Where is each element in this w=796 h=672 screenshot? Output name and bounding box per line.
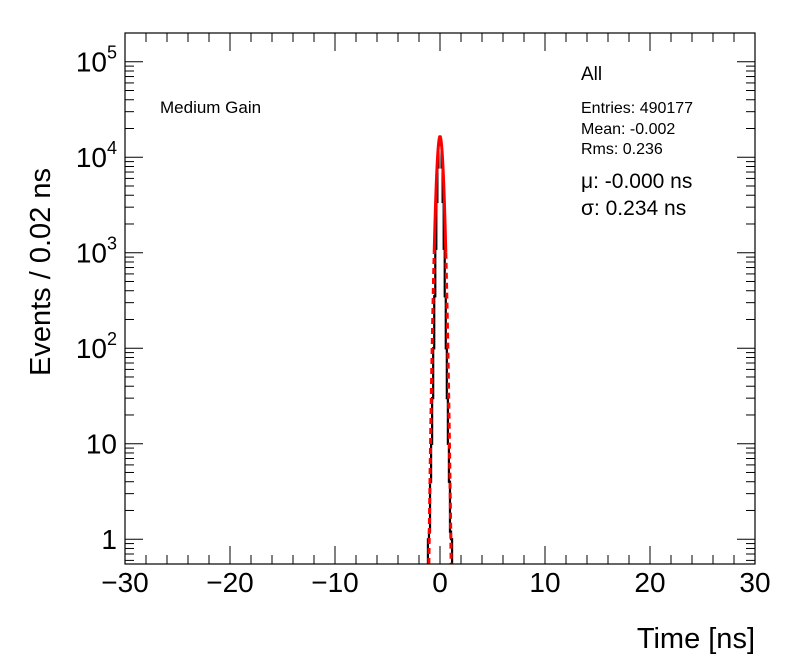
- gain-label: Medium Gain: [160, 98, 261, 117]
- x-tick-label: 20: [634, 567, 665, 598]
- gaussian-fit-curve: [432, 135, 448, 253]
- gaussian-fit-tail-right: [444, 252, 453, 565]
- y-tick-label-base: 10: [76, 333, 107, 364]
- axis-ticks: [124, 32, 756, 564]
- stats-rms: Rms: 0.236: [581, 141, 663, 158]
- y-axis-label: Events / 0.02 ns: [25, 168, 57, 376]
- x-tick-label: 10: [529, 567, 560, 598]
- y-tick-label-base: 10: [76, 47, 107, 78]
- y-tick-label-exponent: 3: [107, 234, 117, 254]
- y-tick-label-exponent: 5: [107, 43, 117, 63]
- fit-mean-label: μ: -0.000 ns: [581, 170, 692, 193]
- plot-data: [426, 135, 454, 565]
- y-tick-label-exponent: 2: [107, 329, 117, 349]
- x-tick-label: −20: [206, 567, 254, 598]
- y-tick-label: 103: [76, 234, 117, 269]
- y-tick-label: 1: [101, 524, 117, 555]
- plot-frame: [124, 32, 756, 565]
- y-tick-label: 10: [86, 429, 117, 460]
- stats-entries: Entries: 490177: [581, 100, 693, 117]
- stats-mean: Mean: -0.002: [581, 121, 675, 138]
- x-axis-label: Time [ns]: [637, 623, 755, 655]
- y-tick-label: 105: [76, 43, 117, 78]
- y-tick-label-base: 10: [76, 238, 107, 269]
- y-tick-label-base: 10: [76, 142, 107, 173]
- fit-sigma-label: σ: 0.234 ns: [581, 197, 686, 220]
- x-tick-label: 30: [739, 567, 770, 598]
- gaussian-fit-tail-left: [427, 252, 436, 565]
- x-tick-label: 0: [432, 567, 448, 598]
- x-tick-label: −10: [311, 567, 359, 598]
- y-tick-label: 102: [76, 329, 117, 364]
- y-tick-label-exponent: 4: [107, 138, 117, 158]
- stats-title: All: [581, 64, 602, 85]
- y-tick-label: 104: [76, 138, 117, 173]
- x-tick-label: −30: [101, 567, 149, 598]
